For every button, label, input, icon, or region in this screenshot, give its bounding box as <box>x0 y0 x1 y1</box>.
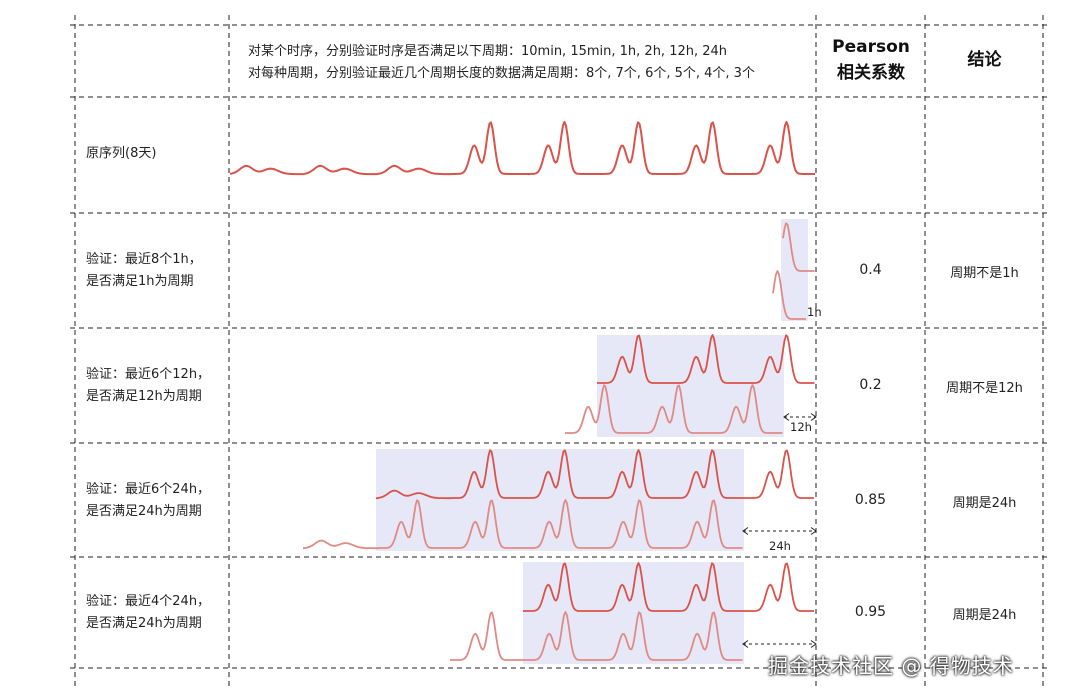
conclusion-12h: 周期不是12h <box>946 381 1023 396</box>
row-label-1h: 验证：最近8个1h， 是否满足1h为周期 <box>86 249 202 293</box>
series-1h-bottom <box>772 270 806 320</box>
conclusion-4x24h: 周期是24h <box>952 608 1017 623</box>
row-label-4x24h-line2: 是否满足24h为周期 <box>86 616 202 631</box>
pearson-value-12h: 0.2 <box>859 377 882 393</box>
watermark: 掘金技术社区 @ 得物技术 <box>768 654 1014 678</box>
pearson-value-4x24h: 0.95 <box>854 604 887 620</box>
series-12h-bottom <box>565 384 783 434</box>
row-label-4x24h: 验证：最近4个24h， 是否满足24h为周期 <box>86 591 210 635</box>
conclusion-6x24h: 周期是24h <box>952 496 1017 511</box>
pearson-header-line1: Pearson <box>832 37 910 57</box>
period-label-12h: 12h <box>790 420 812 434</box>
period-label-24h: 24h <box>769 539 791 553</box>
pearson-value-1h: 0.4 <box>859 262 882 278</box>
row-label-4x24h-line1: 验证：最近4个24h， <box>86 594 211 609</box>
series-4x24h-bottom <box>450 611 743 661</box>
conclusion-header: 结论 <box>967 50 1002 70</box>
series-6x24h-top <box>376 449 814 500</box>
arrow-12h <box>783 413 817 421</box>
period-label-1h: 1h <box>807 305 822 319</box>
highlight-box-6x24h <box>376 449 744 551</box>
row-label-12h: 验证：最近6个12h， 是否满足12h为周期 <box>86 364 210 408</box>
pearson-value-6x24h: 0.85 <box>854 492 887 508</box>
series-1h-top <box>782 222 815 272</box>
series-6x24h-bottom <box>303 499 743 550</box>
row-label-12h-line1: 验证：最近6个12h， <box>86 367 211 382</box>
row-label-12h-line2: 是否满足12h为周期 <box>86 389 202 404</box>
highlight-box-1h <box>781 219 808 321</box>
arrow-24h-b <box>742 640 817 648</box>
row-label-6x24h: 验证：最近6个24h， 是否满足24h为周期 <box>86 479 210 523</box>
header-description-line2: 对每种周期，分别验证最近几个周期长度的数据满足周期：8个, 7个, 6个, 5个… <box>248 66 755 81</box>
series-4x24h-top <box>523 562 814 612</box>
highlight-box-12h <box>597 335 784 437</box>
pearson-header-line2: 相关系数 <box>837 63 905 83</box>
row-label-1h-line1: 验证：最近8个1h， <box>86 252 202 267</box>
row-label-6x24h-line1: 验证：最近6个24h， <box>86 482 211 497</box>
header-description-line1: 对某个时序，分别验证时序是否满足以下周期：10min, 15min, 1h, 2… <box>248 44 728 59</box>
conclusion-1h: 周期不是1h <box>950 266 1019 281</box>
row-label-6x24h-line2: 是否满足24h为周期 <box>86 504 202 519</box>
arrow-24h-a <box>742 527 817 535</box>
pearson-header: Pearson 相关系数 <box>818 34 924 86</box>
row-label-original: 原序列(8天) <box>86 146 157 161</box>
row-label-1h-line2: 是否满足1h为周期 <box>86 274 194 289</box>
original-series-line <box>229 120 815 176</box>
series-12h-top <box>597 334 815 384</box>
